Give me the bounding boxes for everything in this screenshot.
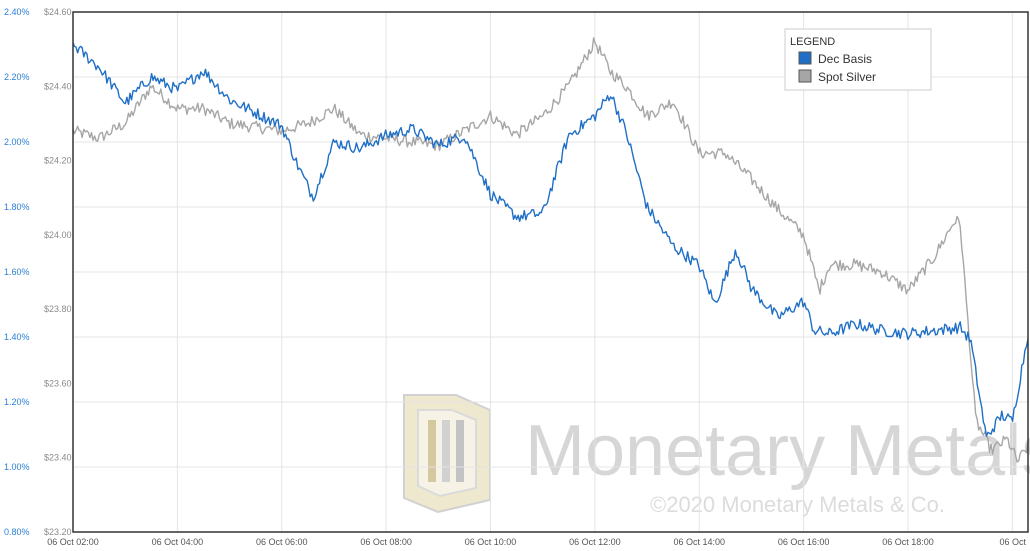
y-tick-label-usd: $23.20 (44, 527, 72, 537)
watermark-brand: Monetary Metals (525, 411, 1030, 491)
x-tick-label: 06 Oct 12:00 (569, 537, 621, 547)
x-tick-label: 06 Oct (999, 537, 1026, 547)
y-tick-label-usd: $24.40 (44, 81, 72, 91)
y-tick-label-pct: 0.80% (4, 527, 30, 537)
y-tick-label-pct: 2.00% (4, 137, 30, 147)
x-tick-label: 06 Oct 18:00 (882, 537, 934, 547)
y-tick-label-usd: $24.20 (44, 156, 72, 166)
y-tick-label-pct: 1.40% (4, 332, 30, 342)
legend-label-dec-basis: Dec Basis (818, 52, 872, 66)
y-tick-label-usd: $24.60 (44, 7, 72, 17)
y-tick-label-pct: 2.20% (4, 72, 30, 82)
x-tick-label: 06 Oct 02:00 (47, 537, 99, 547)
legend-swatch-spot-silver (798, 69, 812, 83)
y-tick-label-pct: 1.60% (4, 267, 30, 277)
series-line-dec-basis (72, 42, 1029, 437)
legend-label-spot-silver: Spot Silver (818, 70, 876, 84)
plot-frame (72, 11, 1029, 533)
y-tick-label-pct: 2.40% (4, 7, 30, 17)
watermark-logo-icon (403, 394, 491, 514)
y-tick-label-usd: $23.40 (44, 453, 72, 463)
x-axis: 06 Oct 02:00 06 Oct 04:00 06 Oct 06:00 06 O… (47, 537, 1026, 547)
y-tick-label-usd: $23.60 (44, 378, 72, 388)
x-tick-label: 06 Oct 14:00 (673, 537, 725, 547)
y-tick-label-usd: $24.00 (44, 230, 72, 240)
y-tick-label-usd: $23.80 (44, 304, 72, 314)
series-line-spot-silver (72, 37, 1029, 463)
legend: LEGEND Dec Basis Spot Silver (784, 28, 932, 91)
x-tick-label: 06 Oct 16:00 (778, 537, 830, 547)
y-tick-label-pct: 1.80% (4, 202, 30, 212)
legend-swatch-dec-basis (798, 51, 812, 65)
x-tick-label: 06 Oct 08:00 (360, 537, 412, 547)
legend-title: LEGEND (790, 36, 835, 48)
x-tick-label: 06 Oct 10:00 (465, 537, 517, 547)
y-axis-usd: $24.60 $24.40 $24.20 $24.00 $23.80 $23.60 $23.… (44, 7, 72, 537)
series-layer (72, 37, 1029, 463)
x-tick-label: 06 Oct 06:00 (256, 537, 308, 547)
y-tick-label-pct: 1.00% (4, 462, 30, 472)
y-tick-label-pct: 1.20% (4, 397, 30, 407)
x-tick-label: 06 Oct 04:00 (152, 537, 204, 547)
watermark-copyright: ©2020 Monetary Metals & Co. (650, 492, 945, 517)
y-axis-pct: 2.40% 2.20% 2.00% 1.80% 1.60% 1.40% 1.20% 1.00%… (4, 7, 30, 537)
